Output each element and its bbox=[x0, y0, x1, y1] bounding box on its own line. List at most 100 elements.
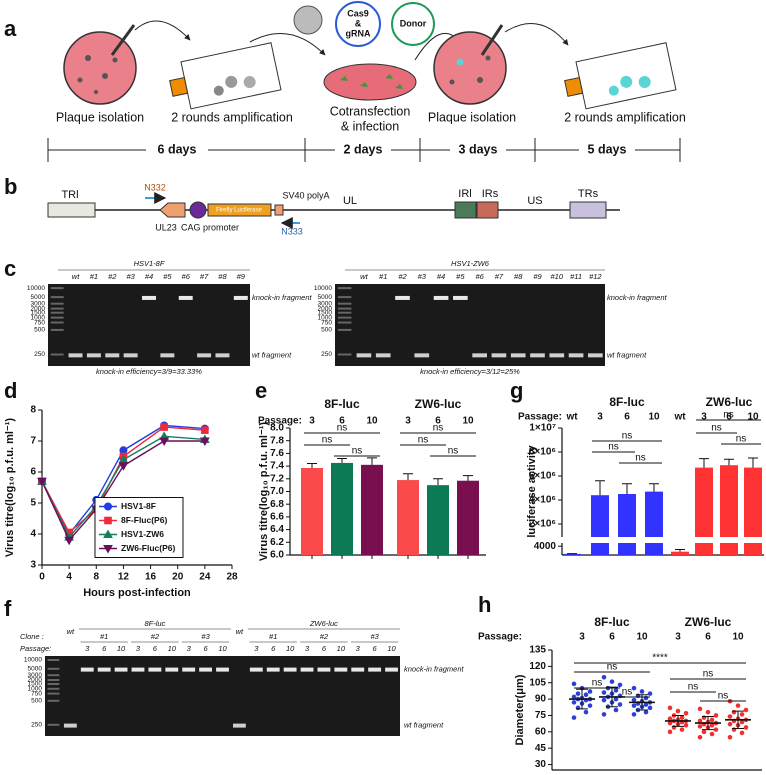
group-label: 8F-luc bbox=[324, 397, 360, 411]
point bbox=[631, 712, 637, 717]
band bbox=[433, 295, 449, 300]
point bbox=[709, 731, 715, 737]
ladder-label: 500 bbox=[321, 327, 332, 334]
lane-label: #7 bbox=[495, 272, 504, 281]
ladder-label: 5000 bbox=[318, 294, 333, 301]
y-tick-label: 6×10⁶ bbox=[529, 471, 556, 482]
clone-label: #1 bbox=[100, 632, 108, 641]
error-bar bbox=[724, 458, 734, 466]
primer-label: N333 bbox=[281, 226, 303, 236]
band bbox=[300, 667, 314, 672]
ladder-band bbox=[50, 296, 64, 299]
annotation: ns bbox=[607, 662, 618, 673]
marker bbox=[118, 462, 129, 471]
ladder-band bbox=[50, 321, 64, 324]
point bbox=[575, 691, 581, 696]
error-bar bbox=[675, 549, 685, 552]
band bbox=[148, 667, 162, 672]
ladder-label: 5000 bbox=[31, 294, 46, 301]
error-bar bbox=[463, 475, 473, 481]
point bbox=[587, 703, 593, 708]
annotation: ns bbox=[718, 691, 729, 702]
y-tick-label: 6.6 bbox=[270, 512, 284, 523]
ladder-band bbox=[47, 667, 60, 670]
point bbox=[631, 697, 637, 703]
point bbox=[617, 702, 623, 707]
y-tick-label: 60 bbox=[535, 726, 547, 737]
point bbox=[631, 703, 637, 708]
category-label: 10 bbox=[747, 412, 759, 423]
point bbox=[697, 724, 703, 729]
point bbox=[709, 717, 715, 723]
annotation: ns bbox=[688, 682, 699, 693]
group-label: ZW6-luc bbox=[685, 615, 732, 629]
efficiency-note: knock-in efficiency=3/9=33.33% bbox=[96, 367, 202, 376]
x-tick-label: 28 bbox=[226, 572, 238, 583]
ladder-label: 3000 bbox=[28, 672, 43, 679]
ladder-label: 750 bbox=[31, 690, 42, 697]
point bbox=[643, 695, 649, 701]
error-bar bbox=[622, 483, 632, 494]
ladder-label: 3000 bbox=[31, 300, 46, 307]
group-label: 8F-luc bbox=[594, 615, 630, 629]
region-label: TRs bbox=[578, 188, 599, 200]
lane-label: #2 bbox=[398, 272, 407, 281]
ladder-band bbox=[50, 307, 64, 310]
step-label: Plaque isolation bbox=[428, 110, 516, 124]
band bbox=[385, 667, 398, 672]
sd-bar bbox=[702, 716, 714, 731]
point bbox=[571, 700, 577, 705]
annotation: ns bbox=[448, 446, 459, 457]
y-tick-label: 4×10⁶ bbox=[529, 495, 556, 506]
gel-title: HSV1-ZW6 bbox=[451, 259, 490, 268]
ladder-label: 1500 bbox=[318, 309, 333, 316]
element-label: Firefly Luciferase bbox=[216, 208, 262, 214]
passage-label: 3 bbox=[305, 644, 310, 653]
point bbox=[683, 710, 689, 716]
ladder-label: 750 bbox=[34, 319, 45, 326]
row-label: Clone : bbox=[20, 632, 44, 641]
y-tick-label: 6.2 bbox=[270, 537, 284, 548]
region-label: IRl bbox=[458, 188, 471, 200]
point bbox=[639, 689, 645, 694]
category-label: 6 bbox=[624, 412, 630, 423]
panel-label: b bbox=[4, 174, 17, 199]
x-tick-label: 0 bbox=[39, 572, 45, 583]
passage-label: 10 bbox=[168, 644, 177, 653]
x-axis-label: Hours post-infection bbox=[83, 587, 191, 599]
gel bbox=[335, 284, 605, 366]
y-tick-label: 7.8 bbox=[270, 435, 284, 446]
ladder-band bbox=[47, 679, 60, 681]
band bbox=[199, 667, 213, 672]
ladder-band bbox=[337, 287, 352, 290]
band bbox=[453, 295, 468, 300]
efficiency-note: knock-in efficiency=3/12=25% bbox=[420, 367, 520, 376]
clone-label: #2 bbox=[151, 632, 160, 641]
point bbox=[583, 692, 589, 698]
duration-label: 5 days bbox=[588, 142, 627, 156]
y-tick-label: 7.4 bbox=[270, 461, 284, 472]
category-label: 3 bbox=[309, 416, 315, 427]
y-tick-label: 6.0 bbox=[270, 550, 284, 561]
passage-label: 10 bbox=[218, 644, 227, 653]
legend-label: HSV1-ZW6 bbox=[121, 529, 164, 539]
point bbox=[643, 702, 649, 707]
marker bbox=[64, 536, 75, 546]
clone-label: #3 bbox=[370, 632, 379, 641]
y-tick-label: 7 bbox=[30, 436, 36, 447]
band bbox=[334, 667, 348, 672]
bar bbox=[397, 480, 419, 555]
category-label: 6 bbox=[609, 632, 615, 643]
band-label: knock-in fragment bbox=[404, 665, 465, 674]
ladder-band bbox=[337, 296, 352, 299]
ladder-label: 5000 bbox=[28, 666, 43, 673]
ladder-band bbox=[337, 321, 352, 324]
group-label: ZW6-luc bbox=[309, 619, 338, 628]
ladder-label: 3000 bbox=[318, 300, 333, 307]
lane-label: wt bbox=[72, 272, 80, 281]
band bbox=[97, 667, 111, 672]
y-tick-label: 7.0 bbox=[270, 486, 284, 497]
point bbox=[575, 705, 581, 711]
ladder-label: 2000 bbox=[28, 677, 43, 684]
bar bbox=[645, 491, 663, 555]
